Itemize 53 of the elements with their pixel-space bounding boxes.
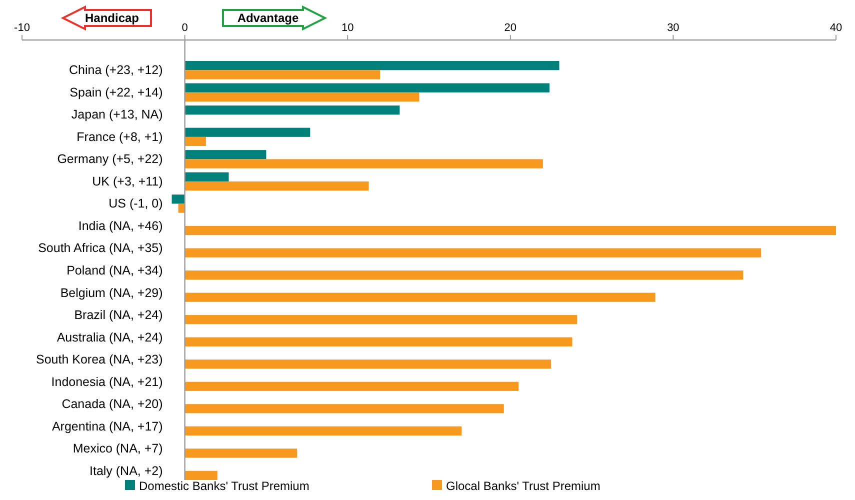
- y-tick-label: Mexico (NA, +7): [72, 442, 163, 456]
- y-tick-label: UK (+3, +11): [92, 174, 163, 188]
- bar: [184, 83, 550, 92]
- bar: [184, 470, 218, 480]
- y-tick-label: South Korea (NA, +23): [36, 352, 163, 367]
- y-tick-label: US (-1, 0): [108, 196, 163, 211]
- y-tick-label: Brazil (NA, +24): [74, 308, 163, 322]
- bar: [184, 382, 519, 391]
- bar: [184, 426, 462, 436]
- y-tick-label: France (+8, +1): [76, 130, 163, 144]
- x-tick-label: -10: [14, 22, 30, 34]
- y-tick-label: China (+23, +12): [68, 63, 163, 78]
- y-tick-label: Argentina (NA, +17): [52, 419, 163, 434]
- legend-label: Glocal Banks' Trust Premium: [446, 479, 600, 493]
- bar: [184, 226, 836, 236]
- bar: [184, 106, 400, 115]
- y-tick-label: Indonesia (NA, +21): [51, 374, 163, 389]
- y-tick-label: Japan (+13, NA): [71, 108, 163, 122]
- text: Handicap: [84, 11, 140, 25]
- x-tick-label: 30: [667, 22, 680, 34]
- y-tick-label: Australia (NA, +24): [56, 330, 163, 344]
- bar: [184, 404, 504, 414]
- bar: [184, 172, 229, 182]
- bar: [184, 315, 578, 324]
- bar: [184, 337, 572, 346]
- bar: [184, 270, 744, 280]
- bar: [184, 181, 369, 191]
- y-tick-label: Belgium (NA, +29): [60, 286, 163, 300]
- y-tick-label: South Africa (NA, +35): [38, 241, 163, 256]
- y-tick-label: India (NA, +46): [78, 218, 163, 233]
- bar: [184, 128, 310, 137]
- bar: [184, 61, 560, 70]
- bar: [184, 292, 656, 302]
- x-tick-label: 0: [182, 22, 188, 34]
- y-tick-label: Poland (NA, +34): [66, 264, 163, 278]
- y-tick-label: Germany (+5, +22): [57, 152, 163, 166]
- bar: [172, 194, 185, 204]
- x-tick-label: 20: [504, 22, 517, 34]
- legend-label: Domestic Banks' Trust Premium: [139, 479, 310, 493]
- y-tick-label: Italy (NA, +2): [90, 464, 163, 478]
- bar: [184, 360, 552, 369]
- bar: [184, 136, 206, 146]
- y-tick-label: Canada (NA, +20): [62, 397, 163, 412]
- bar: [184, 150, 266, 160]
- bar: [184, 159, 543, 168]
- bar: [184, 70, 380, 80]
- x-tick-label: 10: [341, 22, 354, 34]
- x-tick-label: 40: [830, 22, 842, 34]
- bar: [184, 92, 420, 102]
- y-tick-label: Spain (+22, +14): [70, 85, 163, 100]
- bar: [184, 448, 298, 458]
- text: Advantage: [237, 11, 299, 25]
- bar: [184, 248, 762, 258]
